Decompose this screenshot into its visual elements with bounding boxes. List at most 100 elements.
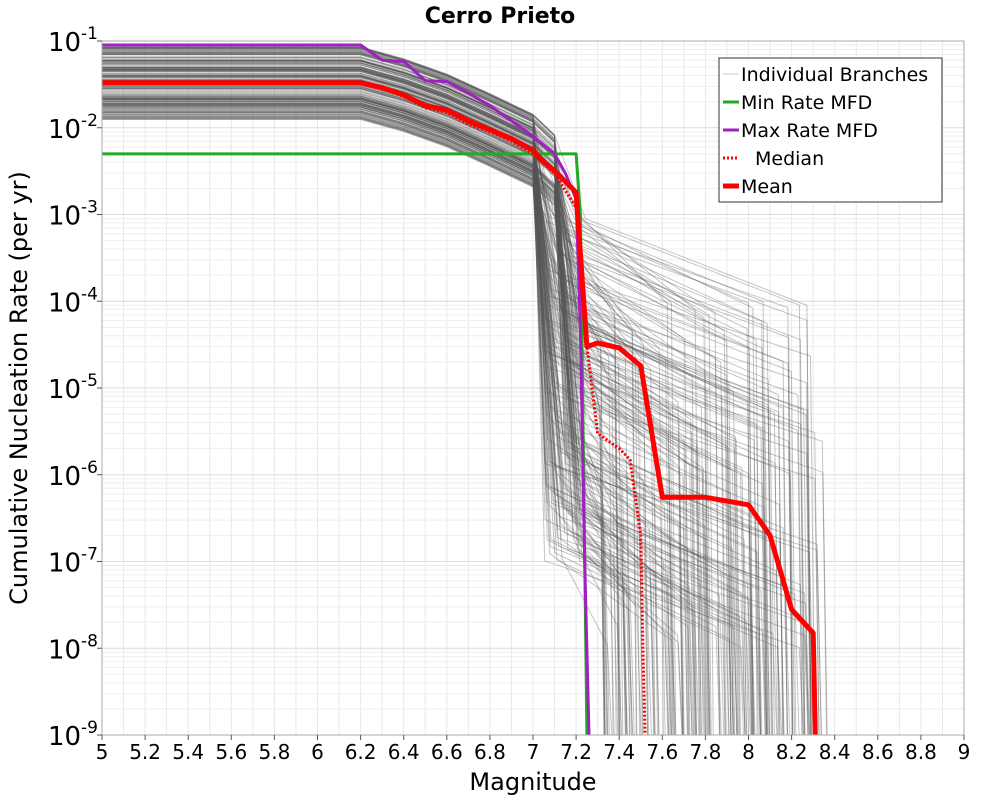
x-tick-label: 8.8 (905, 740, 937, 764)
branch-line (102, 59, 746, 736)
legend-label: Median (755, 148, 824, 170)
branch-line (102, 52, 721, 736)
branch-line (102, 106, 709, 736)
branch-line (102, 64, 739, 736)
branch-line (102, 112, 630, 736)
branch-line (102, 117, 643, 736)
chart-title: Cerro Prieto (425, 4, 576, 29)
branch-line (102, 115, 793, 736)
branch-line (102, 108, 709, 736)
branch-line (102, 75, 752, 736)
branch-line (102, 88, 620, 736)
y-tick-label: 10-6 (48, 458, 98, 492)
branch-line (102, 93, 741, 736)
series-max-rate-mfd (102, 43, 591, 736)
branch-line (102, 99, 740, 736)
branch-line (102, 102, 735, 736)
legend: Individual Branches Min Rate MFD Max Rate … (718, 57, 943, 203)
branch-line (102, 102, 650, 736)
x-axis-label: Magnitude (469, 768, 596, 796)
series-mean (102, 80, 818, 736)
y-axis-label: Cumulative Nucleation Rate (per yr) (5, 171, 33, 605)
legend-label: Min Rate MFD (741, 92, 872, 114)
x-tick-label: 8.2 (776, 740, 808, 764)
branch-line (102, 100, 772, 736)
branch-line (102, 69, 660, 736)
branch-line (102, 60, 732, 736)
y-tick-label: 10-8 (48, 631, 98, 665)
branch-line (102, 100, 672, 736)
branch-line (102, 67, 770, 736)
branch-line (102, 94, 756, 736)
branch-line (102, 75, 730, 736)
branch-line (102, 60, 706, 736)
branch-line (102, 75, 672, 736)
branch-line (102, 116, 631, 736)
branch-line (102, 101, 711, 736)
branch-line (102, 69, 606, 736)
branch-line (102, 112, 702, 736)
x-tick-label: 6.8 (474, 740, 506, 764)
branch-line (102, 67, 689, 736)
branch-line (102, 69, 675, 736)
x-tick-label: 7 (527, 740, 540, 764)
branch-line (102, 98, 628, 736)
branch-line (102, 75, 734, 736)
branch-line (102, 58, 810, 736)
branch-line (102, 110, 828, 736)
branch-line (102, 72, 781, 736)
branch-line (102, 110, 768, 736)
branch-line (102, 118, 690, 736)
branch-line (102, 74, 746, 736)
branch-line (102, 73, 803, 736)
branch-line (102, 47, 711, 736)
y-tick-label: 10-1 (48, 24, 98, 58)
branch-line (102, 47, 773, 736)
branch-line (102, 114, 744, 736)
branch-line (102, 101, 621, 736)
branch-line (102, 60, 754, 736)
branch-line (102, 56, 677, 736)
branch-line (102, 100, 754, 736)
branch-line (102, 78, 628, 736)
branch-line (102, 72, 700, 736)
branch-line (102, 98, 753, 736)
x-tick-label: 8.6 (862, 740, 894, 764)
y-tick-label: 10-5 (48, 371, 98, 405)
branch-line (102, 48, 763, 736)
x-tick-label: 5.2 (129, 740, 161, 764)
branch-line (102, 98, 811, 736)
branch-line (102, 62, 632, 736)
branch-line (102, 118, 622, 736)
branch-line (102, 54, 739, 736)
branch-line (102, 104, 761, 736)
branch-line (102, 103, 812, 736)
branch-line (102, 91, 732, 736)
branch-line (102, 117, 697, 736)
branch-line (102, 110, 822, 736)
branch-line (102, 97, 614, 736)
branch-line (102, 76, 816, 736)
y-ticks: 10-1 10-2 10-3 10-4 10-5 10-6 10-7 10-8 10-9 (48, 24, 102, 752)
branch-line (102, 117, 712, 736)
branch-line (102, 86, 753, 736)
branch-line (102, 91, 767, 736)
branch-line (102, 98, 624, 736)
legend-label: Max Rate MFD (741, 120, 878, 142)
branch-line (102, 71, 785, 736)
branch-line (102, 103, 812, 736)
branch-line (102, 109, 809, 736)
branch-line (102, 50, 780, 736)
x-tick-label: 6.2 (345, 740, 377, 764)
series-layer (102, 43, 818, 736)
branch-line (102, 97, 684, 736)
branch-line (102, 66, 771, 736)
y-tick-label: 10-3 (48, 198, 98, 232)
branch-line (102, 103, 689, 736)
x-tick-label: 5.8 (258, 740, 290, 764)
branch-line (102, 88, 700, 736)
branch-line (102, 95, 736, 736)
branch-line (102, 69, 672, 736)
branch-line (102, 62, 641, 736)
branch-line (102, 78, 675, 736)
